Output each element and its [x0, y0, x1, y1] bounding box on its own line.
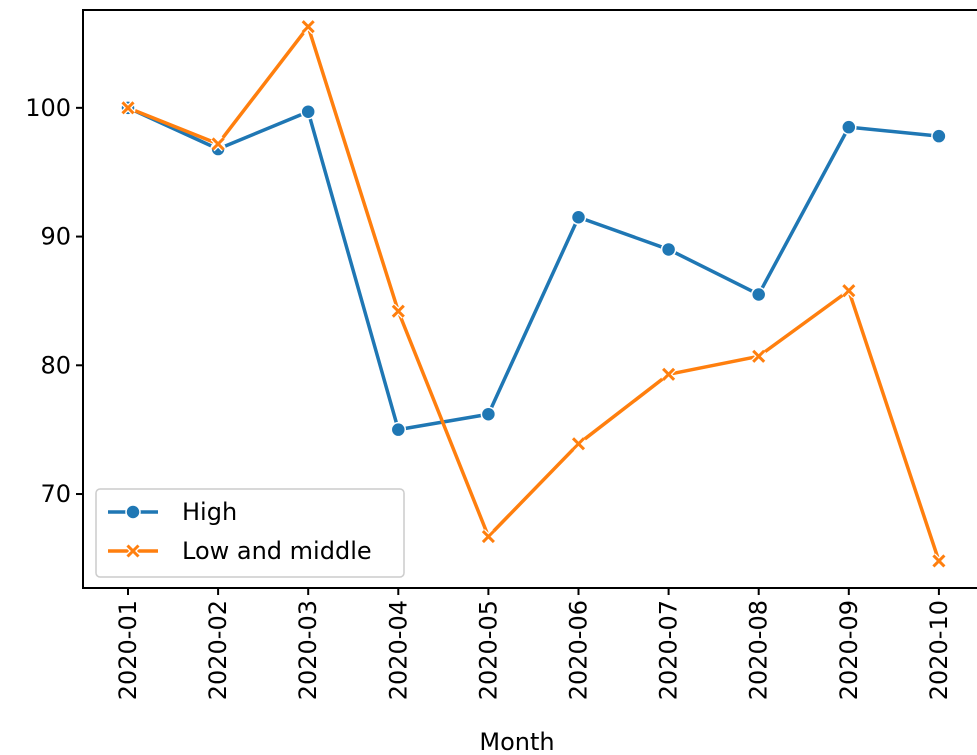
- y-axis: 70 80 90 100: [25, 94, 83, 508]
- legend-marker-high: [125, 504, 141, 520]
- x-tick-label: 2020-03: [294, 600, 322, 700]
- legend-frame: [95, 488, 405, 578]
- data-point-high: [660, 241, 677, 258]
- y-tick-label: 90: [40, 223, 71, 251]
- data-point-high: [390, 421, 407, 438]
- data-point-low-and-middle: [571, 436, 586, 452]
- data-point-low-and-middle: [390, 303, 406, 319]
- x-tick-label: 2020-01: [114, 600, 142, 700]
- data-point-low-and-middle: [931, 553, 947, 569]
- series-line-high: [126, 106, 941, 432]
- series-line-low-and-middle: [126, 24, 941, 563]
- data-point-low-and-middle: [751, 348, 767, 364]
- data-point-high: [570, 209, 587, 226]
- chart-marks: [120, 19, 947, 569]
- data-point-low-and-middle: [480, 529, 496, 544]
- data-point-low-and-middle: [661, 366, 677, 382]
- data-point-high: [750, 286, 767, 303]
- data-point-high: [931, 128, 947, 144]
- x-tick-label: 2020-09: [835, 600, 863, 700]
- legend: High Low and middle: [95, 488, 405, 578]
- y-tick-label: 100: [25, 94, 71, 122]
- x-axis-title: Month: [479, 728, 554, 755]
- y-tick-label: 70: [40, 480, 71, 508]
- y-tick-label: 80: [40, 351, 71, 379]
- x-tick-label: 2020-06: [565, 600, 593, 700]
- legend-label-high: High: [182, 498, 237, 526]
- x-tick-label: 2020-10: [925, 600, 953, 700]
- plot-frame: [82, 9, 977, 589]
- x-axis: 2020-01 2020-02 2020-03 2020-04 2020-05 2020-…: [114, 588, 953, 700]
- legend-marker-low-and-middle: [125, 543, 141, 559]
- x-tick-label: 2020-02: [204, 600, 232, 700]
- data-point-low-and-middle: [841, 283, 857, 299]
- data-point-high: [300, 103, 316, 120]
- legend-label-low-and-middle: Low and middle: [182, 537, 372, 565]
- x-tick-label: 2020-05: [474, 600, 502, 700]
- legend-x-marker: [125, 543, 141, 559]
- data-point-low-and-middle: [120, 100, 136, 116]
- data-point-high: [841, 119, 857, 135]
- data-point-high: [480, 406, 497, 422]
- x-tick-label: 2020-07: [655, 600, 683, 700]
- data-point-low-and-middle: [210, 136, 226, 152]
- data-point-low-and-middle: [300, 19, 316, 35]
- x-tick-label: 2020-04: [384, 600, 412, 700]
- x-tick-label: 2020-08: [745, 600, 773, 700]
